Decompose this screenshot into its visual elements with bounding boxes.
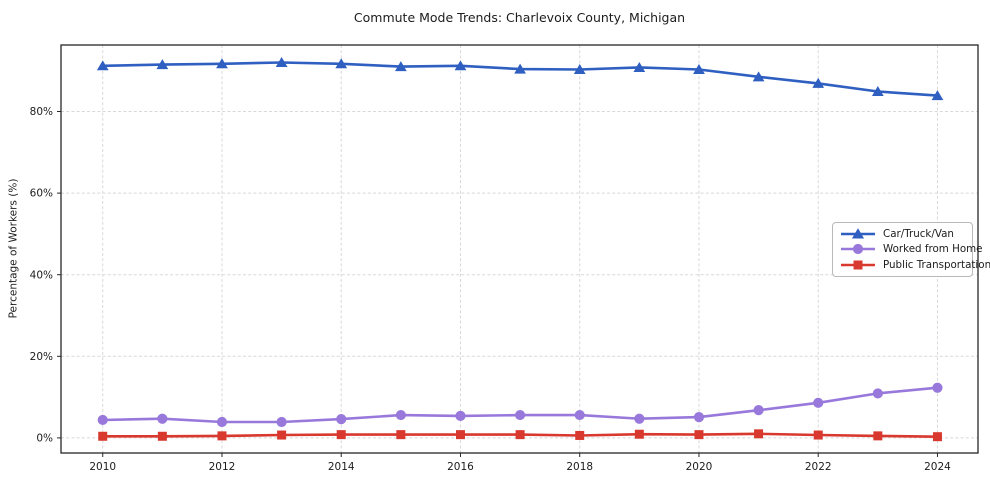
data-point-car-truck-van <box>216 58 228 69</box>
x-tick-label: 2014 <box>328 461 355 473</box>
data-point-car-truck-van <box>573 63 586 74</box>
data-point-worked-from-home <box>574 409 585 421</box>
x-tick-label: 2020 <box>686 461 713 473</box>
data-point-public-transportation <box>98 431 108 441</box>
square-marker-icon <box>841 260 875 270</box>
data-point-car-truck-van <box>335 58 348 69</box>
data-point-public-transportation <box>575 430 585 440</box>
legend: Car/Truck/Van Worked from Home Public Tr… <box>832 222 990 277</box>
data-point-worked-from-home <box>216 416 228 428</box>
data-point-public-transportation <box>515 430 525 440</box>
series-worked-from-home <box>97 382 943 428</box>
x-tick-label: 2024 <box>924 461 951 473</box>
data-point-public-transportation <box>157 431 167 441</box>
data-point-public-transportation <box>873 431 883 441</box>
y-tick-label: 60% <box>30 188 53 200</box>
y-tick-label: 80% <box>30 106 53 118</box>
data-point-car-truck-van <box>633 61 646 72</box>
data-point-car-truck-van <box>812 77 825 88</box>
legend-label: Worked from Home <box>883 243 983 256</box>
axis-ticks <box>57 111 938 457</box>
data-point-worked-from-home <box>395 409 406 421</box>
data-point-car-truck-van <box>514 63 526 74</box>
series-public-transportation <box>98 429 942 442</box>
data-point-car-truck-van <box>752 71 765 82</box>
data-point-car-truck-van <box>275 57 288 68</box>
legend-label: Public Transportation <box>883 258 990 271</box>
legend-item-car-truck-van: Car/Truck/Van <box>838 227 970 241</box>
data-point-worked-from-home <box>336 414 347 425</box>
data-point-worked-from-home <box>932 382 943 393</box>
data-point-car-truck-van <box>871 86 884 97</box>
data-point-worked-from-home <box>276 416 287 428</box>
data-point-worked-from-home <box>455 410 466 421</box>
data-point-public-transportation <box>813 430 823 440</box>
x-tick-label: 2022 <box>805 461 832 473</box>
data-point-worked-from-home <box>514 409 526 421</box>
legend-item-worked-from-home: Worked from Home <box>838 242 983 256</box>
data-point-car-truck-van <box>931 90 944 101</box>
data-point-public-transportation <box>277 430 287 440</box>
y-tick-label: 20% <box>30 351 53 363</box>
y-tick-label: 0% <box>36 433 53 445</box>
data-point-car-truck-van <box>394 61 407 72</box>
data-point-public-transportation <box>455 430 465 440</box>
data-point-car-truck-van <box>96 60 109 71</box>
x-tick-label: 2010 <box>89 461 116 473</box>
data-point-public-transportation <box>694 430 704 440</box>
triangle-marker-icon <box>841 228 875 239</box>
data-point-worked-from-home <box>872 388 883 399</box>
data-point-public-transportation <box>336 430 346 440</box>
data-point-worked-from-home <box>693 411 705 423</box>
data-point-worked-from-home <box>634 413 645 424</box>
data-point-public-transportation <box>217 431 227 441</box>
x-tick-label: 2018 <box>566 461 593 473</box>
circle-marker-icon <box>841 244 875 255</box>
data-point-worked-from-home <box>813 397 824 408</box>
y-tick-label: 40% <box>30 269 53 281</box>
x-tick-label: 2012 <box>209 461 236 473</box>
data-point-car-truck-van <box>693 63 705 74</box>
data-point-worked-from-home <box>97 414 108 426</box>
axis-tick-labels: 2010 2012 2014 2016 2018 2020 2022 2024 0% 20% 40%… <box>30 106 951 473</box>
data-point-worked-from-home <box>753 405 764 416</box>
data-point-public-transportation <box>634 429 644 439</box>
legend-label: Car/Truck/Van <box>883 227 954 240</box>
data-point-public-transportation <box>396 430 406 440</box>
series-car-truck-van <box>96 57 944 101</box>
data-point-public-transportation <box>932 432 942 442</box>
data-point-car-truck-van <box>156 59 169 70</box>
plot-border <box>60 44 979 454</box>
x-tick-label: 2016 <box>447 461 474 473</box>
data-point-worked-from-home <box>157 413 168 424</box>
legend-item-public-transportation: Public Transportation <box>838 258 990 272</box>
data-point-car-truck-van <box>454 60 467 71</box>
chart-title: Commute Mode Trends: Charlevoix County, … <box>353 10 686 25</box>
data-point-public-transportation <box>754 429 764 439</box>
